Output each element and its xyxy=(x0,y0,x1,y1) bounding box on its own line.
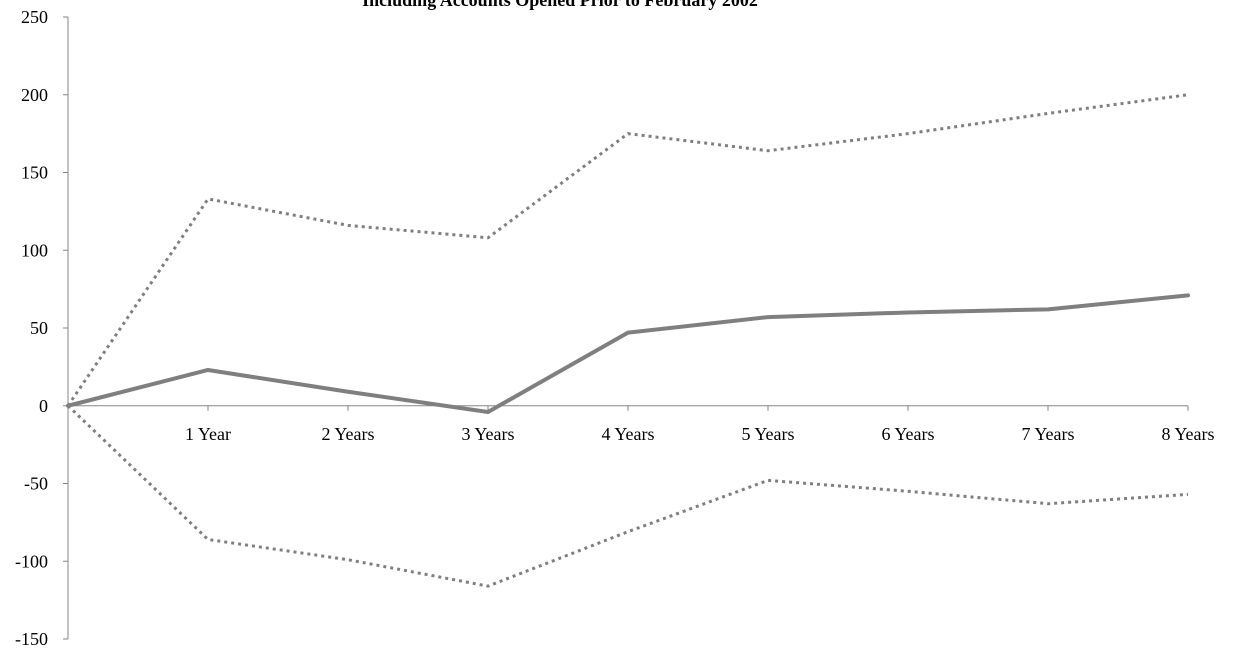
x-tick-label: 4 Years xyxy=(601,424,654,444)
axes: 250 200 150 100 50 0 -50 -100 -150 1 Year 2 Years 3… xyxy=(15,7,1215,649)
y-tick-label: -100 xyxy=(15,551,48,571)
y-tick-label: 250 xyxy=(21,7,48,27)
x-tick-label: 1 Year xyxy=(185,424,231,444)
series-line-1 xyxy=(66,293,1190,414)
y-tick-label: 150 xyxy=(21,163,48,183)
series-layer xyxy=(66,93,1190,588)
y-tick-label: 100 xyxy=(21,240,48,260)
x-tick-label: 7 Years xyxy=(1021,424,1074,444)
y-tick-label: 50 xyxy=(30,318,48,338)
y-tick-label: 200 xyxy=(21,85,48,105)
x-tick-label: 5 Years xyxy=(741,424,794,444)
y-tick-label: 0 xyxy=(39,396,48,416)
y-tick-label: -150 xyxy=(15,629,48,649)
y-tick-label: -50 xyxy=(24,474,48,494)
x-tick-label: 3 Years xyxy=(461,424,514,444)
series-line-2 xyxy=(66,93,1189,407)
series-line-3 xyxy=(66,404,1189,588)
chart-title: Including Accounts Opened Prior to Febru… xyxy=(362,0,758,10)
x-tick-label: 6 Years xyxy=(881,424,934,444)
x-tick-label: 2 Years xyxy=(321,424,374,444)
x-tick-label: 8 Years xyxy=(1161,424,1214,444)
